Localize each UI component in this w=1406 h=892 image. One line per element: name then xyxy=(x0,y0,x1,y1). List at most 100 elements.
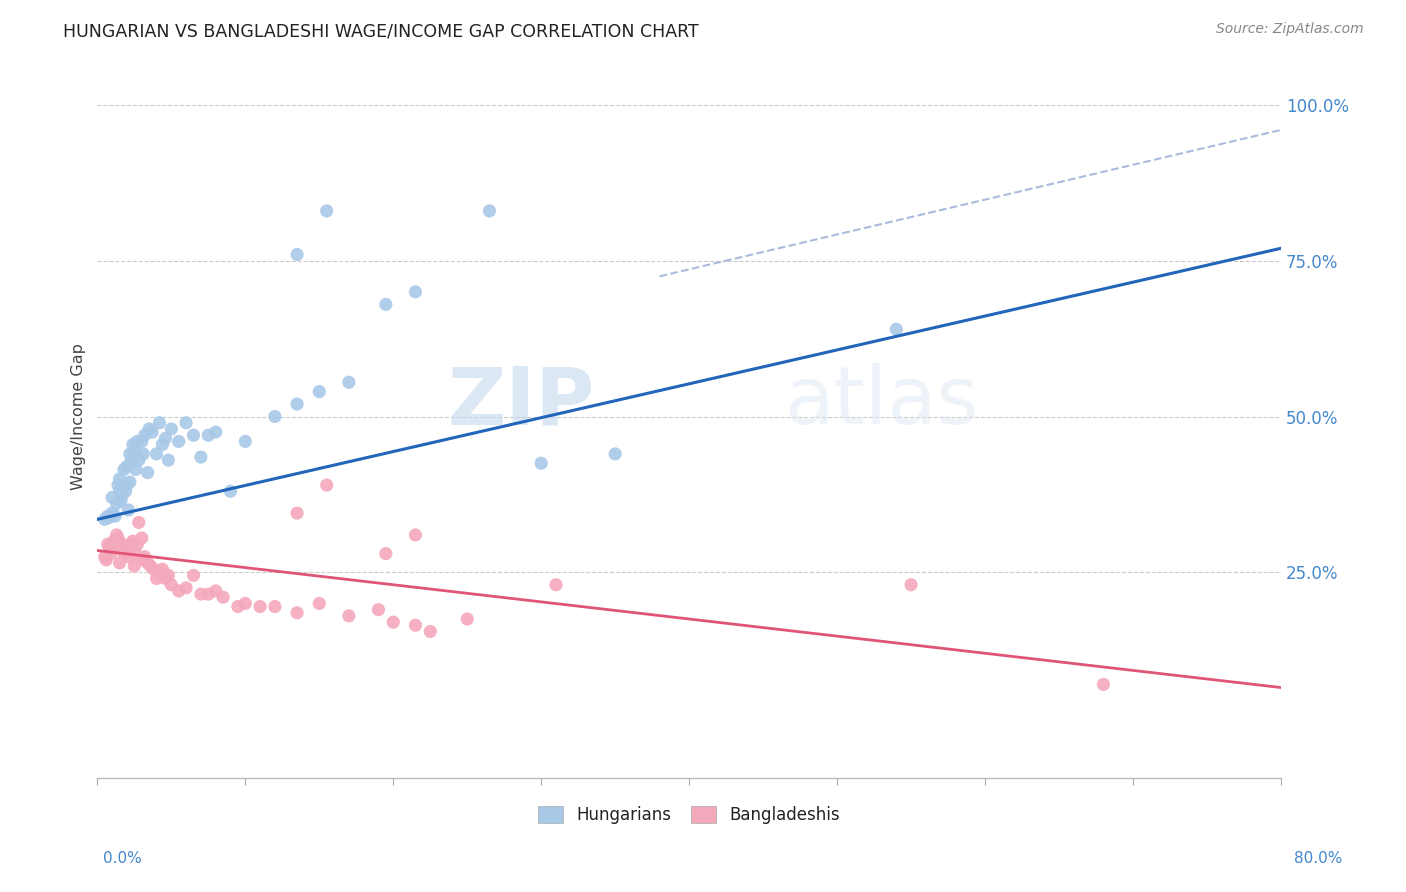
Point xyxy=(155,572,177,586)
Point xyxy=(115,541,138,555)
Point xyxy=(315,478,337,492)
Point xyxy=(128,453,150,467)
Text: Source: ZipAtlas.com: Source: ZipAtlas.com xyxy=(1216,22,1364,37)
Point xyxy=(115,478,138,492)
Point xyxy=(104,509,127,524)
Point xyxy=(183,568,205,582)
Point xyxy=(114,484,136,499)
Point xyxy=(127,537,149,551)
Point xyxy=(233,596,256,610)
Point xyxy=(419,624,441,639)
Point xyxy=(101,506,124,520)
Point xyxy=(112,547,135,561)
Point xyxy=(478,203,501,218)
Point xyxy=(285,247,308,261)
Point xyxy=(115,459,138,474)
Point xyxy=(110,541,132,555)
Point xyxy=(337,376,360,390)
Point xyxy=(315,203,337,218)
Point xyxy=(900,578,922,592)
Point xyxy=(98,510,121,524)
Point xyxy=(183,428,205,442)
Point xyxy=(131,531,153,545)
Point xyxy=(404,618,426,632)
Text: HUNGARIAN VS BANGLADESHI WAGE/INCOME GAP CORRELATION CHART: HUNGARIAN VS BANGLADESHI WAGE/INCOME GAP… xyxy=(63,22,699,40)
Point xyxy=(204,584,226,599)
Point xyxy=(111,537,134,551)
Point xyxy=(128,516,150,530)
Text: atlas: atlas xyxy=(783,363,979,441)
Point xyxy=(404,285,426,299)
Point xyxy=(145,447,167,461)
Point xyxy=(125,462,148,476)
Point xyxy=(145,572,167,586)
Text: 80.0%: 80.0% xyxy=(1295,851,1343,865)
Y-axis label: Wage/Income Gap: Wage/Income Gap xyxy=(72,343,86,490)
Point xyxy=(190,587,212,601)
Point xyxy=(117,549,139,564)
Point xyxy=(118,447,141,461)
Legend: Hungarians, Bangladeshis: Hungarians, Bangladeshis xyxy=(531,799,846,831)
Point xyxy=(139,559,162,574)
Point xyxy=(212,591,235,605)
Point xyxy=(190,450,212,464)
Point xyxy=(197,428,219,442)
Point xyxy=(127,434,149,449)
Point xyxy=(197,587,219,601)
Point xyxy=(226,599,249,614)
Point xyxy=(367,602,389,616)
Point xyxy=(121,437,143,451)
Point xyxy=(285,397,308,411)
Point xyxy=(108,556,131,570)
Point xyxy=(285,606,308,620)
Point xyxy=(167,434,190,449)
Point xyxy=(108,472,131,486)
Point xyxy=(152,437,174,451)
Point xyxy=(124,443,146,458)
Point xyxy=(337,608,360,623)
Point xyxy=(101,543,124,558)
Point xyxy=(456,612,478,626)
Point xyxy=(544,578,567,592)
Point xyxy=(124,559,146,574)
Point xyxy=(382,615,405,629)
Point xyxy=(105,528,128,542)
Point xyxy=(121,534,143,549)
Point xyxy=(404,528,426,542)
Point xyxy=(148,416,170,430)
Point xyxy=(285,506,308,520)
Text: ZIP: ZIP xyxy=(447,363,595,441)
Point xyxy=(104,537,127,551)
Point xyxy=(98,541,121,555)
Point xyxy=(160,578,183,592)
Point xyxy=(94,512,117,526)
Point xyxy=(105,497,128,511)
Point xyxy=(110,493,132,508)
Point xyxy=(96,553,118,567)
Point xyxy=(112,462,135,476)
Point xyxy=(160,422,183,436)
Point xyxy=(174,416,197,430)
Point xyxy=(134,428,156,442)
Point xyxy=(174,581,197,595)
Point xyxy=(101,491,124,505)
Point xyxy=(120,453,142,467)
Point xyxy=(152,562,174,576)
Point xyxy=(155,431,177,445)
Point xyxy=(141,425,163,439)
Point xyxy=(167,584,190,599)
Point xyxy=(233,434,256,449)
Point xyxy=(138,422,160,436)
Point xyxy=(117,503,139,517)
Point xyxy=(108,484,131,499)
Point xyxy=(374,297,396,311)
Point xyxy=(132,553,155,567)
Point xyxy=(264,599,287,614)
Point xyxy=(111,487,134,501)
Point xyxy=(605,447,627,461)
Point xyxy=(131,434,153,449)
Point xyxy=(125,547,148,561)
Point xyxy=(97,509,120,524)
Point xyxy=(107,531,129,545)
Point xyxy=(148,566,170,580)
